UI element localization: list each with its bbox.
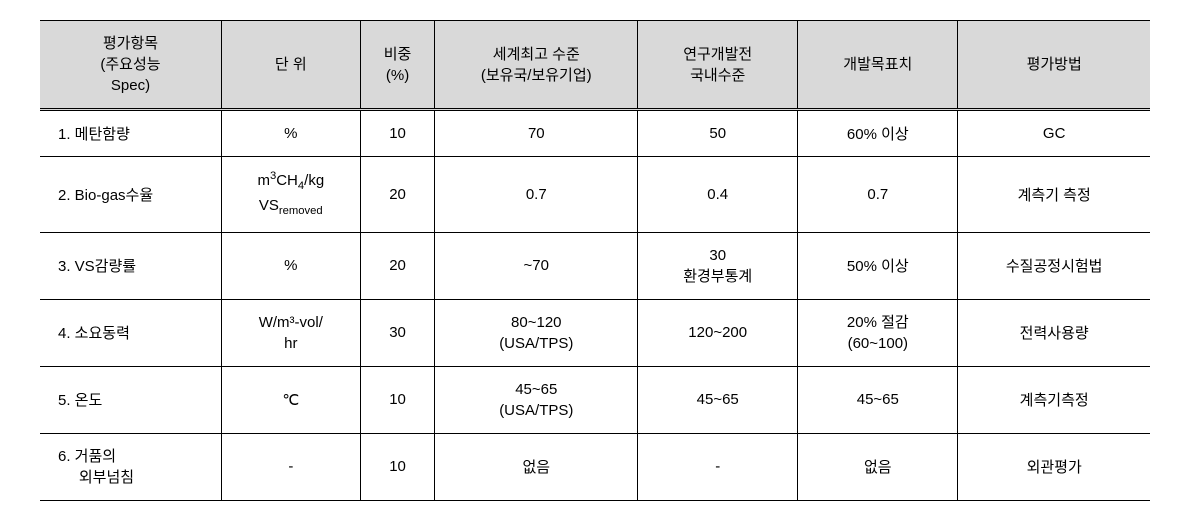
table-row: 5. 온도 ℃ 10 45~65 (USA/TPS) 45~65 45~65 계… <box>40 366 1150 433</box>
cell-unit: % <box>221 110 360 157</box>
cell-item: 5. 온도 <box>40 366 221 433</box>
cell-weight: 30 <box>360 299 435 366</box>
table-row: 2. Bio-gas수율 m3CH4/kgVSremoved 20 0.7 0.… <box>40 157 1150 233</box>
cell-world: 없음 <box>435 433 638 500</box>
header-weight: 비중 (%) <box>360 21 435 110</box>
cell-method: 계측기 측정 <box>958 157 1150 233</box>
table-row: 4. 소요동력 W/m³-vol/ hr 30 80~120 (USA/TPS)… <box>40 299 1150 366</box>
cell-target: 50% 이상 <box>798 232 958 299</box>
cell-world: 45~65 (USA/TPS) <box>435 366 638 433</box>
cell-weight: 20 <box>360 157 435 233</box>
cell-weight: 10 <box>360 433 435 500</box>
table-row: 1. 메탄함량 % 10 70 50 60% 이상 GC <box>40 110 1150 157</box>
header-item-line3: Spec) <box>111 77 150 94</box>
cell-world: ~70 <box>435 232 638 299</box>
cell-target: 60% 이상 <box>798 110 958 157</box>
cell-unit: ℃ <box>221 366 360 433</box>
cell-item: 3. VS감량률 <box>40 232 221 299</box>
cell-target: 0.7 <box>798 157 958 233</box>
cell-domestic: 0.4 <box>638 157 798 233</box>
cell-unit: % <box>221 232 360 299</box>
cell-item: 1. 메탄함량 <box>40 110 221 157</box>
cell-domestic: 30 환경부통계 <box>638 232 798 299</box>
cell-world: 70 <box>435 110 638 157</box>
cell-item: 2. Bio-gas수율 <box>40 157 221 233</box>
cell-world: 0.7 <box>435 157 638 233</box>
header-world: 세계최고 수준 (보유국/보유기업) <box>435 21 638 110</box>
table-row: 3. VS감량률 % 20 ~70 30 환경부통계 50% 이상 수질공정시험… <box>40 232 1150 299</box>
cell-domestic: 120~200 <box>638 299 798 366</box>
cell-unit: m3CH4/kgVSremoved <box>221 157 360 233</box>
header-item: 평가항목 (주요성능 Spec) <box>40 21 221 110</box>
header-item-line2: (주요성능 <box>100 56 160 73</box>
header-domestic: 연구개발전 국내수준 <box>638 21 798 110</box>
cell-method: 전력사용량 <box>958 299 1150 366</box>
evaluation-table: 평가항목 (주요성능 Spec) 단 위 비중 (%) 세계최고 수준 (보유국… <box>40 20 1150 501</box>
cell-domestic: 45~65 <box>638 366 798 433</box>
table-header-row: 평가항목 (주요성능 Spec) 단 위 비중 (%) 세계최고 수준 (보유국… <box>40 21 1150 110</box>
cell-method: GC <box>958 110 1150 157</box>
cell-unit: W/m³-vol/ hr <box>221 299 360 366</box>
cell-item: 6. 거품의 외부넘침 <box>40 433 221 500</box>
cell-method: 수질공정시험법 <box>958 232 1150 299</box>
cell-unit: - <box>221 433 360 500</box>
cell-weight: 10 <box>360 110 435 157</box>
cell-world: 80~120 (USA/TPS) <box>435 299 638 366</box>
cell-weight: 10 <box>360 366 435 433</box>
cell-target: 없음 <box>798 433 958 500</box>
header-method: 평가방법 <box>958 21 1150 110</box>
header-target: 개발목표치 <box>798 21 958 110</box>
cell-weight: 20 <box>360 232 435 299</box>
table-row: 6. 거품의 외부넘침 - 10 없음 - 없음 외관평가 <box>40 433 1150 500</box>
cell-target: 20% 절감 (60~100) <box>798 299 958 366</box>
cell-item: 4. 소요동력 <box>40 299 221 366</box>
cell-method: 계측기측정 <box>958 366 1150 433</box>
cell-domestic: 50 <box>638 110 798 157</box>
header-item-line1: 평가항목 <box>103 35 158 52</box>
cell-method: 외관평가 <box>958 433 1150 500</box>
header-unit: 단 위 <box>221 21 360 110</box>
cell-target: 45~65 <box>798 366 958 433</box>
cell-domestic: - <box>638 433 798 500</box>
